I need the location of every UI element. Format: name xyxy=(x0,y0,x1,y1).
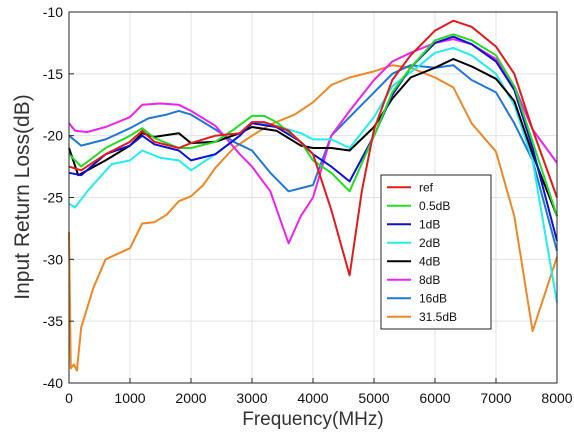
series-line-2db xyxy=(68,46,558,303)
y-tick-label: -10 xyxy=(43,4,63,20)
y-axis-ticks: -10 -15 -20 -25 -30 -35 -40 xyxy=(43,4,74,391)
legend-entry: 0.5dB xyxy=(419,199,450,213)
x-tick-label: 2000 xyxy=(175,390,206,406)
x-tick-label: 7000 xyxy=(480,390,511,406)
y-tick-label: -30 xyxy=(43,251,63,267)
legend-box xyxy=(380,174,492,330)
x-tick-label: 8000 xyxy=(541,390,572,406)
legend-entry: 31.5dB xyxy=(419,310,457,324)
series-line-31-5db xyxy=(68,64,558,372)
x-axis-ticks: 0 1000 2000 3000 4000 5000 6000 7000 8000 xyxy=(65,378,573,406)
series-line-8db xyxy=(68,38,558,245)
series-lines xyxy=(68,19,558,372)
legend-entry: 4dB xyxy=(419,254,440,268)
y-tick-label: -40 xyxy=(43,375,63,391)
legend-entry: ref xyxy=(419,180,434,194)
x-tick-label: 5000 xyxy=(358,390,389,406)
series-line-16db xyxy=(68,64,558,251)
x-tick-label: 4000 xyxy=(297,390,328,406)
series-line-ref xyxy=(68,19,558,277)
x-axis-label: Frequency(MHz) xyxy=(242,409,383,430)
x-tick-label: 3000 xyxy=(236,390,267,406)
legend-entry: 1dB xyxy=(419,217,440,231)
legend: ref 0.5dB 1dB 2dB 4dB 8dB 16dB 31.5dB xyxy=(380,174,492,330)
y-axis-label: Input Return Loss(dB) xyxy=(11,94,34,299)
y-tick-label: -35 xyxy=(43,313,63,329)
x-tick-label: 1000 xyxy=(114,390,145,406)
y-tick-label: -15 xyxy=(43,66,63,82)
y-tick-label: -25 xyxy=(43,190,63,206)
x-tick-label: 0 xyxy=(65,390,73,406)
legend-entry: 2dB xyxy=(419,236,440,250)
x-tick-label: 6000 xyxy=(419,390,450,406)
y-tick-label: -20 xyxy=(43,128,63,144)
legend-entry: 16dB xyxy=(419,291,447,305)
legend-entry: 8dB xyxy=(419,273,440,287)
